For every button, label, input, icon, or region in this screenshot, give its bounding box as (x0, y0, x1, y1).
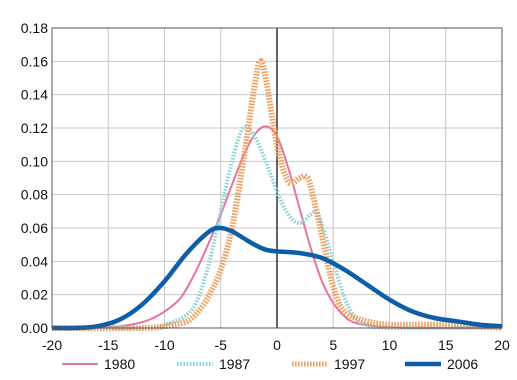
y-tick-label: 0.06 (21, 220, 48, 236)
x-tick-label: -5 (215, 337, 228, 353)
legend: 1980 1987 1997 2006 (62, 356, 478, 372)
x-axis-ticks: -20 -15 -10 -5 0 5 10 15 20 (42, 337, 510, 353)
x-tick-label: 20 (494, 337, 510, 353)
legend-label-1987: 1987 (219, 356, 250, 372)
legend-label-2006: 2006 (447, 356, 478, 372)
series-line-2006 (51, 225, 503, 331)
y-tick-label: 0.16 (21, 53, 48, 69)
y-tick-label: 0.00 (21, 320, 48, 336)
y-tick-label: 0.08 (21, 187, 48, 203)
x-tick-label: 10 (382, 337, 398, 353)
series-lines (51, 58, 503, 332)
series-line-1997 (51, 58, 503, 332)
x-tick-label: -10 (154, 337, 174, 353)
x-tick-label: -20 (42, 337, 62, 353)
x-tick-label: 5 (329, 337, 337, 353)
legend-label-1997: 1997 (334, 356, 365, 372)
y-tick-label: 0.04 (21, 253, 48, 269)
x-tick-label: -15 (98, 337, 118, 353)
x-tick-label: 15 (438, 337, 454, 353)
y-tick-label: 0.02 (21, 287, 48, 303)
y-tick-label: 0.12 (21, 120, 48, 136)
series-line-1980 (51, 125, 503, 330)
y-tick-label: 0.18 (21, 20, 48, 36)
y-tick-label: 0.10 (21, 153, 48, 169)
legend-label-1980: 1980 (104, 356, 135, 372)
x-tick-label: 0 (273, 337, 281, 353)
y-axis-ticks: 0.00 0.02 0.04 0.06 0.08 0.10 0.12 0.14 0.16 0.18 (21, 20, 48, 336)
series-line-1987 (51, 124, 503, 331)
y-tick-label: 0.14 (21, 87, 48, 103)
plot-frame (51, 27, 503, 329)
